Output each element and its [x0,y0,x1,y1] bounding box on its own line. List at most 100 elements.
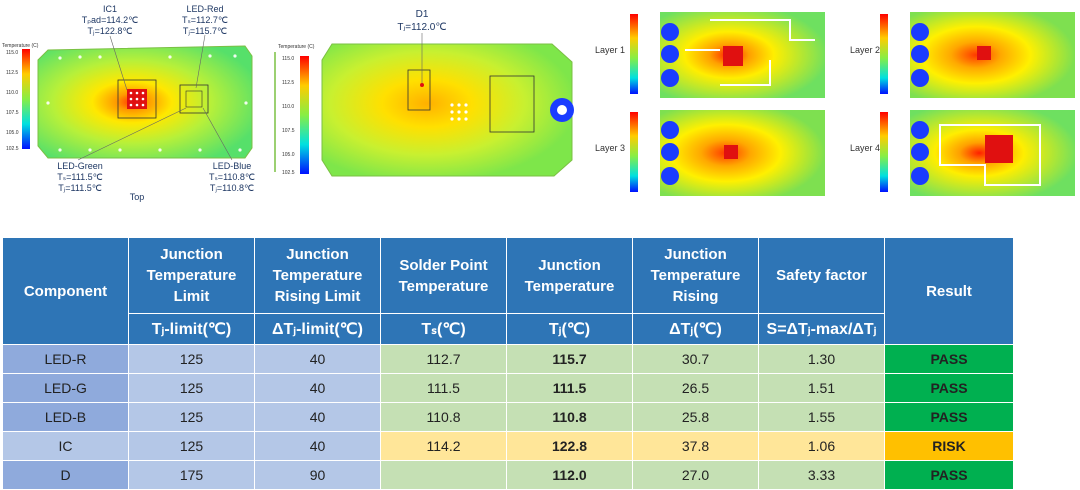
layer-3-label: Layer 3 [595,143,625,153]
cell-dtj: 25.8 [632,402,759,432]
cell-dtj: 37.8 [632,431,759,461]
unit-tj: Tⱼ(℃) [506,313,633,345]
d1-scale-tick: 110.0 [282,104,294,110]
layer2-map [910,12,1075,98]
d1-board [321,43,573,177]
top-view-thermal-map: Temperature (C) 115.0 112.5 110.0 107.5 … [2,4,255,202]
cell-tj_limit: 125 [128,344,255,374]
unit-dtj-limit: ΔTⱼ-limit(℃) [254,313,381,345]
cell-sf: 1.55 [758,402,885,432]
d1-scale-tick: 102.5 [282,170,295,176]
d1-scale-tick: 112.5 [282,80,294,86]
layer-1-label: Layer 1 [595,45,625,55]
cell-ts: 111.5 [380,373,507,403]
d1-hotspot [420,83,424,87]
cell-tj: 110.8 [506,402,633,432]
layer-maps: Layer 1 Layer 2 Layer 3 Layer 4 [595,12,1075,196]
led-green-label: LED-Green [57,161,103,171]
table-row: IC 125 40 114.2 122.8 37.8 1.06 RISK [2,431,1014,461]
layer-4-label: Layer 4 [850,143,880,153]
table-row: LED-B 125 40 110.8 110.8 25.8 1.55 PASS [2,402,1014,432]
cell-sf: 3.33 [758,460,885,490]
led-blue-ts: Tₛ=110.8℃ [209,172,255,182]
unit-sf: S=ΔTⱼ-max/ΔTⱼ [758,313,885,345]
cell-dtj_limit: 40 [254,344,381,374]
d1-color-scale [300,56,309,174]
cell-ts: 110.8 [380,402,507,432]
led-group-outline [179,84,209,114]
d1-tj: Tⱼ=112.0℃ [397,22,446,33]
header-result: Result [884,237,1014,345]
d1-scale-tick: 105.0 [282,152,295,158]
cell-dtj: 26.5 [632,373,759,403]
d1-component-outline [489,75,535,133]
cell-dtj: 30.7 [632,344,759,374]
cell-result: PASS [884,402,1014,432]
layer-2-label: Layer 2 [850,45,880,55]
led-green-tj: Tⱼ=111.5℃ [58,183,102,193]
header-solder-point: Solder Point Temperature [380,237,507,314]
cell-ts: 114.2 [380,431,507,461]
cell-tj_limit: 175 [128,460,255,490]
d1-scale-tick: 107.5 [282,128,295,134]
led-red-ts: Tₛ=112.7℃ [182,15,228,25]
cell-tj: 122.8 [506,431,633,461]
table-row: LED-R 125 40 112.7 115.7 30.7 1.30 PASS [2,344,1014,374]
cell-tj: 112.0 [506,460,633,490]
ic1-tj: Tⱼ=122.8℃ [88,26,133,36]
cell-dtj: 27.0 [632,460,759,490]
d1-label: D1 [416,9,429,20]
safety-factor-table: Component Junction Temperature Limit Jun… [2,237,1014,490]
d1-thermal-map: Temperature (C) 115.0 112.5 110.0 107.5 … [274,9,574,177]
cell-tj: 111.5 [506,373,633,403]
header-dtj-limit: Junction Temperature Rising Limit [254,237,381,314]
top-scale-title: Temperature (C) [2,43,39,49]
unit-tj-limit: Tⱼ-limit(℃) [128,313,255,345]
cell-result: RISK [884,431,1014,461]
header-tj-limit: Junction Temperature Limit [128,237,255,314]
header-junction-rising: Junction Temperature Rising [632,237,759,314]
table-row: D 175 90 112.0 27.0 3.33 PASS [2,460,1014,490]
cell-tj_limit: 125 [128,402,255,432]
cell-component: LED-B [2,402,129,432]
led-green-ts: Tₛ=111.5℃ [57,172,102,182]
cell-result: PASS [884,460,1014,490]
cell-dtj_limit: 90 [254,460,381,490]
cell-sf: 1.06 [758,431,885,461]
top-view-label: Top [130,192,145,202]
header-safety-factor: Safety factor [758,237,885,314]
table-row: LED-G 125 40 111.5 111.5 26.5 1.51 PASS [2,373,1014,403]
cell-dtj_limit: 40 [254,431,381,461]
ic1-tpad: Tₚad=114.2℃ [82,15,139,25]
top-scale-tick: 112.5 [6,70,18,76]
cell-component: D [2,460,129,490]
d1-scale-title: Temperature (C) [278,44,315,50]
top-scale-tick: 110.0 [6,90,18,96]
cell-component: LED-G [2,373,129,403]
led-blue-tj: Tⱼ=110.8℃ [210,183,254,193]
cell-tj: 115.7 [506,344,633,374]
top-color-scale [22,49,30,149]
cell-tj_limit: 125 [128,373,255,403]
cell-dtj_limit: 40 [254,402,381,432]
led-blue-label: LED-Blue [213,161,252,171]
top-scale-tick: 102.5 [6,146,19,152]
cell-dtj_limit: 40 [254,373,381,403]
d1-outline [407,69,431,111]
cell-component: LED-R [2,344,129,374]
cell-sf: 1.30 [758,344,885,374]
top-scale-tick: 105.0 [6,130,19,136]
top-scale-tick: 115.0 [6,50,18,56]
led-red-label: LED-Red [186,4,223,14]
header-junction-temp: Junction Temperature [506,237,633,314]
cell-component: IC [2,431,129,461]
cell-ts: 112.7 [380,344,507,374]
cell-result: PASS [884,373,1014,403]
unit-dtj: ΔTⱼ(℃) [632,313,759,345]
header-component: Component [2,237,129,345]
d1-scale-tick: 115.0 [282,56,294,62]
led-red-tj: Tⱼ=115.7℃ [183,26,227,36]
cell-ts [380,460,507,490]
cell-tj_limit: 125 [128,431,255,461]
cell-result: PASS [884,344,1014,374]
